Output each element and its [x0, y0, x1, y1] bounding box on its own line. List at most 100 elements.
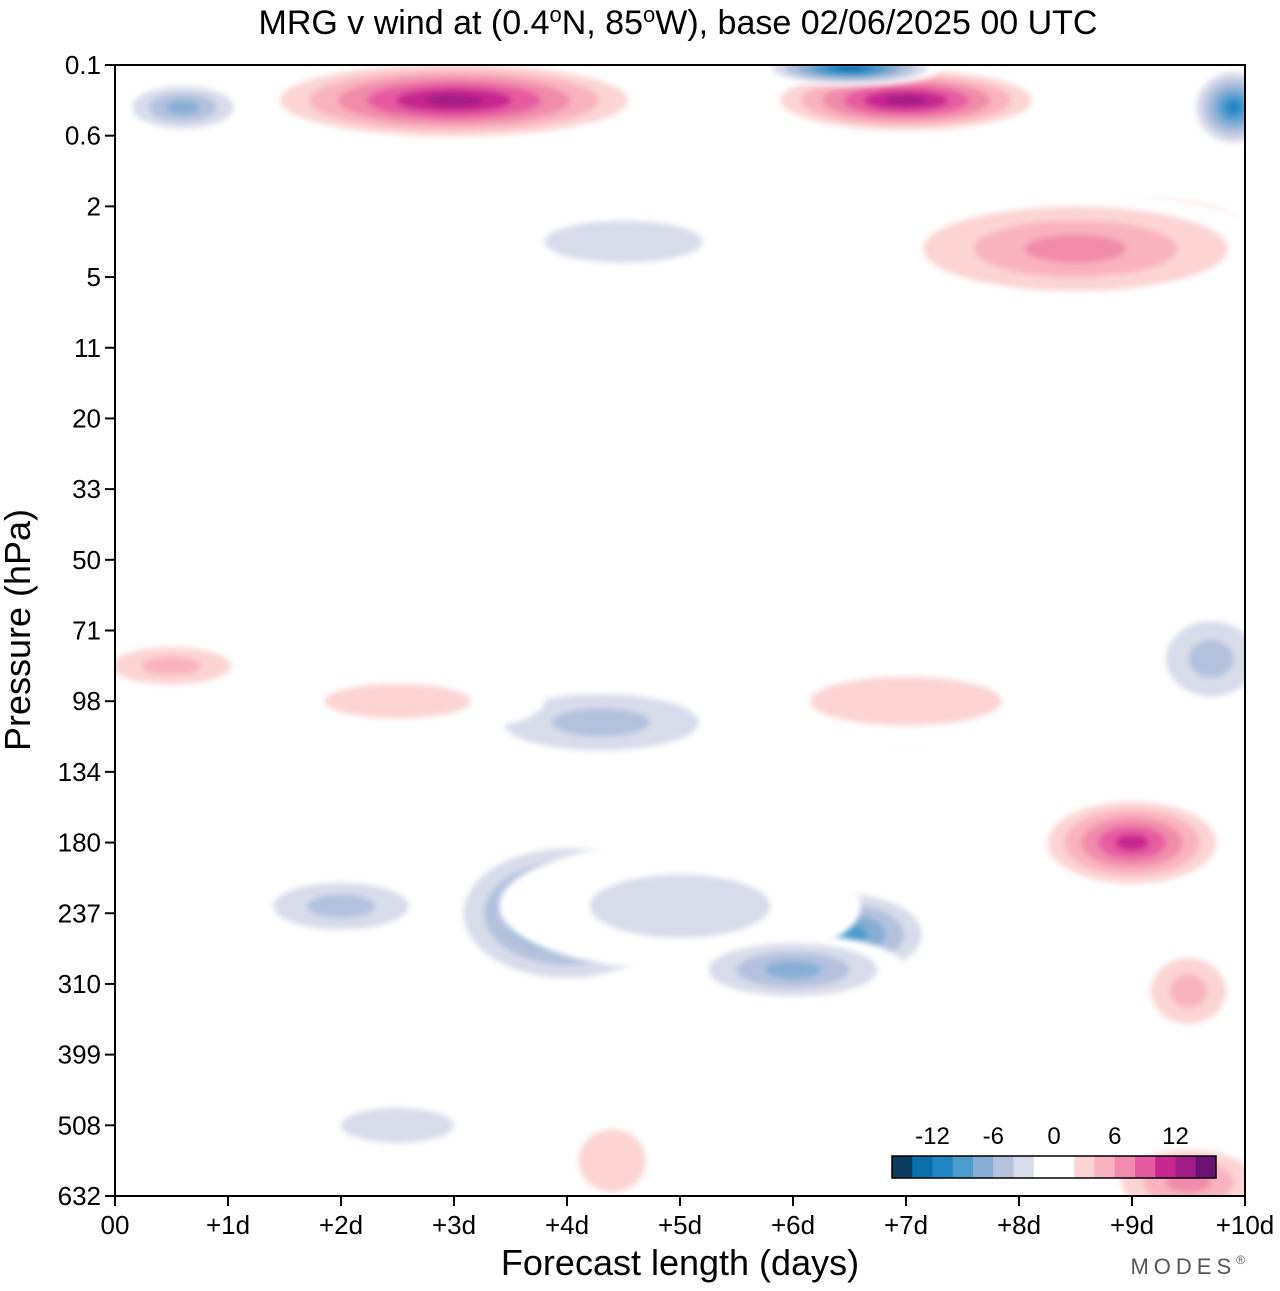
chart-title: MRG v wind at (0.4oN, 85oW), base 02/06/… — [259, 2, 1098, 42]
contour-band — [341, 1107, 454, 1143]
contour-band — [578, 1128, 647, 1193]
y-tick-label: 33 — [72, 474, 101, 504]
contour-region — [1030, 793, 1234, 893]
y-axis-ticks: 0.1 0.6 2 5 11 20 33 50 71 98 134 180 237 310 399 508 63… — [58, 50, 115, 1211]
contour-band — [551, 708, 650, 737]
colorbar-swatch — [1155, 1156, 1176, 1178]
x-tick-label: +9d — [1110, 1210, 1154, 1240]
x-tick-label: +2d — [319, 1210, 363, 1240]
colorbar-swatch — [973, 1156, 994, 1178]
colorbar-swatch — [932, 1156, 954, 1178]
contour-region — [250, 665, 545, 737]
colorbar-swatch — [1175, 1156, 1197, 1178]
colorbar-label: -12 — [915, 1123, 950, 1150]
colorbar-frame — [891, 1155, 1217, 1179]
title-degree-1: o — [549, 2, 561, 27]
title-degree-2: o — [643, 2, 655, 27]
contour-region — [284, 1089, 511, 1161]
y-tick-label: 0.1 — [65, 50, 101, 80]
colorbar-swatch — [1033, 1156, 1055, 1178]
colorbar-swatch — [1013, 1156, 1035, 1178]
y-tick-label: 237 — [58, 898, 101, 928]
colorbar-swatch — [1135, 1156, 1156, 1178]
contour-region — [465, 199, 782, 285]
colorbar-label: 6 — [1108, 1123, 1121, 1150]
y-tick-label: 180 — [58, 828, 101, 858]
y-tick-label: 310 — [58, 969, 101, 999]
contour-field — [115, 65, 1245, 1196]
contour-region — [1143, 602, 1245, 716]
contour-band — [1115, 834, 1149, 851]
contour-band — [1188, 639, 1234, 678]
colorbar: -12 -6 0 6 12 — [891, 1123, 1217, 1179]
contour-band — [885, 95, 927, 106]
contour-region — [1132, 941, 1245, 1041]
y-tick-label: 5 — [87, 262, 101, 292]
x-axis-ticks: 00 +1d +2d +3d +4d +5d +6d +7d +8d +9d +10d — [101, 1196, 1275, 1240]
contour-region — [1188, 65, 1245, 150]
y-tick-label: 0.6 — [65, 121, 101, 151]
contour-region — [680, 934, 906, 1006]
contour-band — [307, 894, 375, 918]
modes-watermark: MODES® — [1130, 1253, 1250, 1279]
y-tick-label: 2 — [87, 191, 101, 221]
y-tick-label: 20 — [72, 403, 101, 433]
x-tick-label: 00 — [101, 1210, 130, 1240]
x-tick-label: +1d — [206, 1210, 250, 1240]
contour-region — [872, 192, 1245, 306]
contour-band — [836, 66, 863, 72]
y-tick-label: 50 — [72, 545, 101, 575]
colorbar-swatch — [1074, 1156, 1095, 1178]
colorbar-swatch — [1195, 1156, 1217, 1178]
y-tick-label: 508 — [58, 1110, 101, 1140]
contour-region — [115, 637, 262, 695]
colorbar-swatch — [1094, 1156, 1116, 1178]
colorbar-label: 12 — [1162, 1123, 1189, 1150]
contour-band — [1226, 100, 1242, 115]
y-tick-label: 98 — [72, 686, 101, 716]
y-tick-label: 632 — [58, 1181, 101, 1211]
contour-region — [250, 65, 658, 143]
contour-band — [764, 960, 822, 979]
x-tick-label: +8d — [997, 1210, 1041, 1240]
contour-band — [809, 676, 1003, 726]
contour-band — [1169, 974, 1208, 1008]
colorbar-swatch — [952, 1156, 974, 1178]
contour-band — [544, 220, 703, 263]
x-tick-label: +10d — [1216, 1210, 1275, 1240]
colorbar-swatch — [1114, 1156, 1136, 1178]
colorbar-swatch — [892, 1156, 913, 1178]
contour-region — [544, 1097, 680, 1196]
contour-band — [141, 656, 202, 676]
contour-region — [239, 870, 443, 942]
contour-band — [424, 94, 484, 107]
colorbar-swatch — [912, 1156, 933, 1178]
contour-band — [165, 100, 200, 115]
colorbar-swatch — [993, 1156, 1014, 1178]
modes-watermark-mark: ® — [1236, 1253, 1250, 1267]
y-tick-label: 134 — [58, 757, 101, 787]
title-part-1: MRG v wind at (0.4 — [259, 4, 550, 42]
colorbar-label: -6 — [983, 1123, 1004, 1150]
x-tick-label: +3d — [432, 1210, 476, 1240]
x-tick-label: +7d — [884, 1210, 928, 1240]
colorbar-label: 0 — [1047, 1123, 1060, 1150]
contour-band — [1024, 234, 1127, 263]
x-tick-label: +5d — [658, 1210, 702, 1240]
x-tick-label: +4d — [545, 1210, 589, 1240]
y-tick-label: 399 — [58, 1040, 101, 1070]
contour-region — [115, 79, 251, 136]
y-axis-label: Pressure (hPa) — [0, 509, 38, 751]
y-tick-label: 11 — [74, 333, 101, 363]
modes-watermark-text: MODES — [1130, 1254, 1236, 1279]
title-part-3: W), base 02/06/2025 00 UTC — [655, 4, 1097, 42]
colorbar-swatch — [1054, 1156, 1075, 1178]
x-axis-label: Forecast length (days) — [501, 1242, 859, 1283]
contour-region — [759, 65, 940, 87]
title-part-2: N, 85 — [562, 4, 643, 42]
y-tick-label: 71 — [72, 616, 101, 646]
contour-band — [324, 683, 471, 719]
contour-region — [713, 651, 1099, 751]
